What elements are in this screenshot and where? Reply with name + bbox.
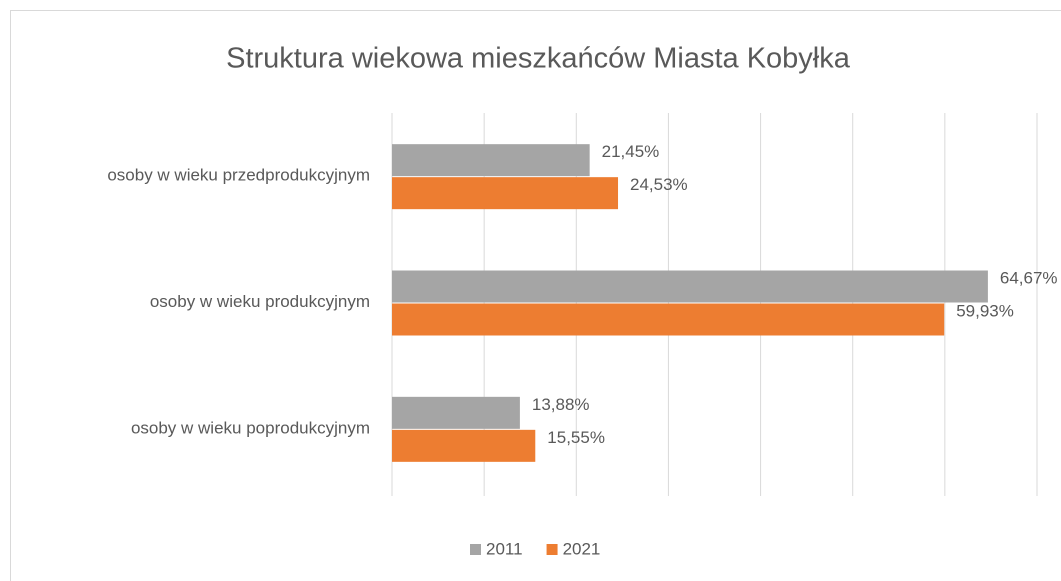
y-tick-label: osoby w wieku produkcyjnym — [150, 292, 370, 311]
bar — [392, 144, 590, 177]
legend-swatch — [470, 544, 481, 555]
y-tick-label: osoby w wieku przedprodukcyjnym — [107, 166, 370, 185]
data-label: 59,93% — [956, 301, 1014, 320]
legend-label: 2021 — [563, 539, 601, 558]
data-label: 21,45% — [602, 142, 660, 161]
bar — [392, 177, 619, 210]
bar — [392, 396, 520, 429]
chart-title: Struktura wiekowa mieszkańców Miasta Kob… — [226, 43, 851, 75]
bar — [392, 429, 536, 462]
data-label: 15,55% — [547, 428, 605, 447]
y-tick-label: osoby w wieku poprodukcyjnym — [131, 418, 370, 437]
data-label: 13,88% — [532, 395, 590, 414]
legend-label: 2011 — [486, 539, 523, 558]
bar — [392, 303, 945, 336]
data-label: 64,67% — [1000, 268, 1058, 287]
legend-swatch — [546, 544, 558, 555]
bar — [392, 270, 988, 303]
data-label: 24,53% — [630, 175, 688, 194]
